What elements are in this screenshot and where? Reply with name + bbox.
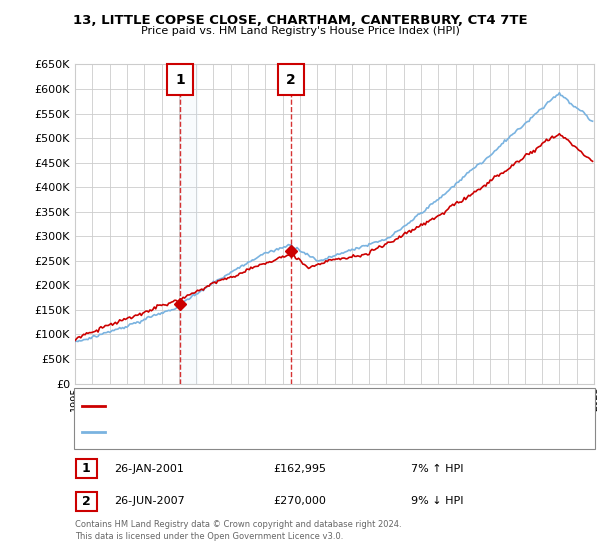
Text: 7% ↑ HPI: 7% ↑ HPI	[411, 464, 464, 474]
Text: 2: 2	[82, 494, 91, 508]
Bar	[180, 64, 197, 384]
Text: 1: 1	[82, 462, 91, 475]
Text: HPI: Average price, detached house, Canterbury: HPI: Average price, detached house, Cant…	[110, 427, 318, 436]
Text: Contains HM Land Registry data © Crown copyright and database right 2024.
This d: Contains HM Land Registry data © Crown c…	[75, 520, 401, 541]
Text: £270,000: £270,000	[273, 496, 326, 506]
Text: 26-JAN-2001: 26-JAN-2001	[114, 464, 184, 474]
Text: Price paid vs. HM Land Registry's House Price Index (HPI): Price paid vs. HM Land Registry's House …	[140, 26, 460, 36]
Text: 13, LITTLE COPSE CLOSE, CHARTHAM, CANTERBURY, CT4 7TE: 13, LITTLE COPSE CLOSE, CHARTHAM, CANTER…	[73, 14, 527, 27]
Text: £162,995: £162,995	[273, 464, 326, 474]
Text: 2: 2	[286, 72, 296, 86]
Text: 1: 1	[175, 72, 185, 86]
Text: 9% ↓ HPI: 9% ↓ HPI	[411, 496, 464, 506]
Text: 26-JUN-2007: 26-JUN-2007	[114, 496, 185, 506]
Text: 13, LITTLE COPSE CLOSE, CHARTHAM, CANTERBURY, CT4 7TE (detached house): 13, LITTLE COPSE CLOSE, CHARTHAM, CANTER…	[110, 401, 455, 410]
